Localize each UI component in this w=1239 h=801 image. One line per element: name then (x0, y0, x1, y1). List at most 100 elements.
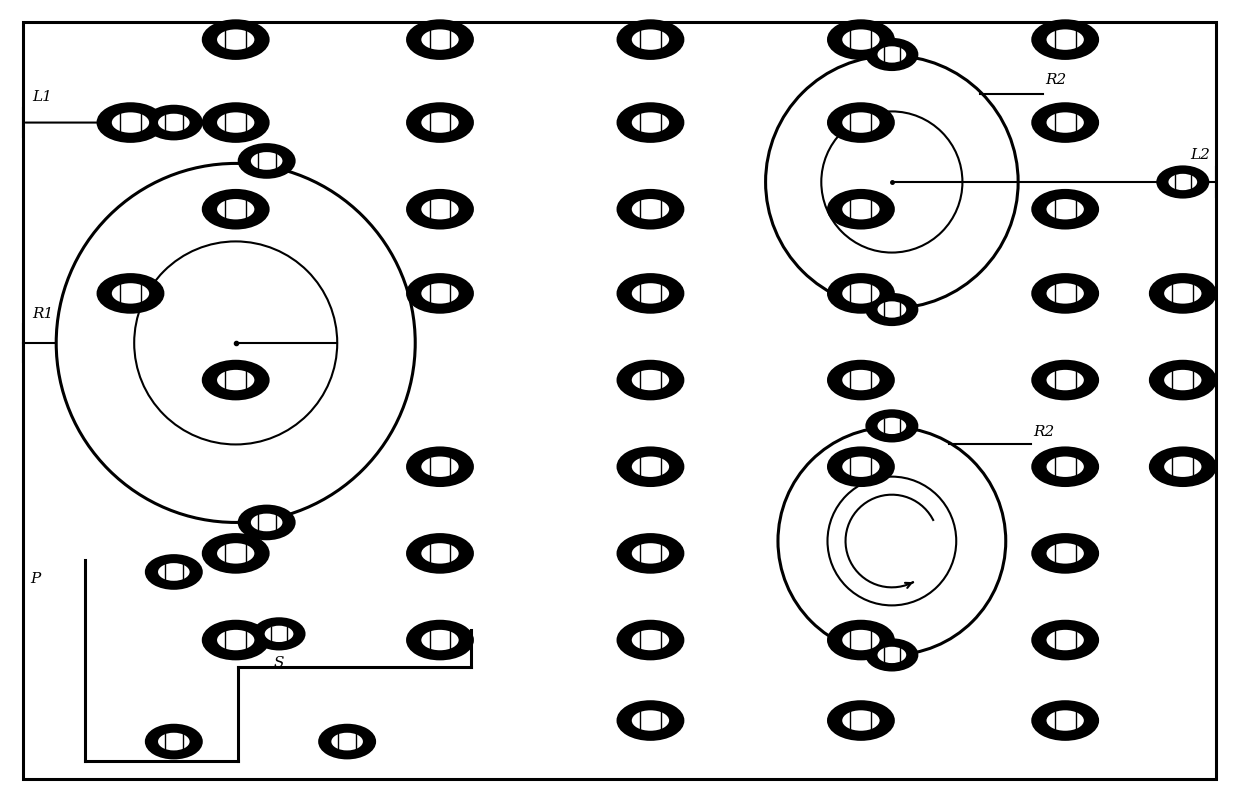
Ellipse shape (632, 112, 669, 133)
Ellipse shape (1047, 284, 1084, 304)
Ellipse shape (867, 39, 917, 70)
Ellipse shape (98, 275, 162, 312)
Ellipse shape (98, 104, 162, 141)
Ellipse shape (829, 104, 893, 141)
Ellipse shape (867, 295, 917, 324)
Ellipse shape (159, 114, 190, 131)
Ellipse shape (421, 30, 458, 50)
Ellipse shape (1165, 457, 1202, 477)
Ellipse shape (217, 370, 254, 390)
Ellipse shape (331, 733, 363, 751)
Text: R2: R2 (1046, 74, 1067, 87)
Ellipse shape (254, 619, 304, 649)
Ellipse shape (1165, 370, 1202, 390)
Ellipse shape (1151, 361, 1215, 399)
Ellipse shape (408, 535, 472, 572)
Ellipse shape (159, 563, 190, 581)
Ellipse shape (843, 112, 880, 133)
Ellipse shape (1047, 457, 1084, 477)
Ellipse shape (408, 449, 472, 485)
Ellipse shape (146, 726, 201, 758)
Circle shape (821, 111, 963, 252)
Text: P: P (30, 572, 41, 586)
Ellipse shape (843, 457, 880, 477)
Ellipse shape (1151, 449, 1215, 485)
Ellipse shape (421, 457, 458, 477)
Ellipse shape (1033, 361, 1098, 399)
Ellipse shape (408, 275, 472, 312)
Ellipse shape (1047, 543, 1084, 564)
Ellipse shape (877, 646, 906, 663)
Ellipse shape (632, 543, 669, 564)
Ellipse shape (877, 46, 906, 62)
Ellipse shape (618, 275, 683, 312)
Ellipse shape (203, 191, 268, 227)
Ellipse shape (829, 275, 893, 312)
Ellipse shape (1047, 199, 1084, 219)
Ellipse shape (421, 543, 458, 564)
Ellipse shape (203, 104, 268, 141)
Ellipse shape (632, 630, 669, 650)
Ellipse shape (618, 622, 683, 658)
Ellipse shape (408, 21, 472, 58)
Ellipse shape (203, 21, 268, 58)
Ellipse shape (1047, 370, 1084, 390)
Text: L2: L2 (1191, 148, 1211, 162)
Ellipse shape (829, 191, 893, 227)
Ellipse shape (1047, 112, 1084, 133)
Ellipse shape (829, 702, 893, 739)
Ellipse shape (217, 30, 254, 50)
Ellipse shape (112, 112, 149, 133)
Ellipse shape (843, 30, 880, 50)
Ellipse shape (843, 199, 880, 219)
Ellipse shape (1047, 630, 1084, 650)
Ellipse shape (239, 506, 294, 538)
Ellipse shape (408, 104, 472, 141)
Ellipse shape (408, 622, 472, 658)
Ellipse shape (217, 630, 254, 650)
Ellipse shape (203, 535, 268, 572)
Ellipse shape (408, 191, 472, 227)
Ellipse shape (829, 21, 893, 58)
Ellipse shape (843, 710, 880, 731)
Ellipse shape (843, 370, 880, 390)
Ellipse shape (632, 457, 669, 477)
Ellipse shape (217, 199, 254, 219)
Ellipse shape (421, 284, 458, 304)
Ellipse shape (1168, 174, 1197, 190)
Ellipse shape (250, 513, 282, 531)
Ellipse shape (843, 630, 880, 650)
Circle shape (778, 427, 1006, 655)
Ellipse shape (1033, 104, 1098, 141)
Text: R1: R1 (32, 307, 55, 320)
Ellipse shape (829, 622, 893, 658)
Ellipse shape (239, 145, 294, 177)
Ellipse shape (829, 449, 893, 485)
Ellipse shape (867, 411, 917, 441)
Circle shape (828, 477, 957, 606)
Ellipse shape (632, 199, 669, 219)
Ellipse shape (1033, 702, 1098, 739)
Ellipse shape (618, 361, 683, 399)
Ellipse shape (877, 417, 906, 434)
Ellipse shape (1047, 30, 1084, 50)
Ellipse shape (843, 284, 880, 304)
Text: L1: L1 (32, 90, 52, 104)
Ellipse shape (1033, 21, 1098, 58)
Ellipse shape (618, 21, 683, 58)
Ellipse shape (632, 30, 669, 50)
Circle shape (766, 56, 1018, 308)
Ellipse shape (146, 556, 201, 588)
Ellipse shape (877, 301, 906, 318)
Ellipse shape (421, 112, 458, 133)
Ellipse shape (1165, 284, 1202, 304)
Ellipse shape (632, 710, 669, 731)
Ellipse shape (632, 370, 669, 390)
Ellipse shape (112, 284, 149, 304)
Ellipse shape (250, 152, 282, 170)
Ellipse shape (1033, 622, 1098, 658)
Ellipse shape (159, 733, 190, 751)
Ellipse shape (421, 199, 458, 219)
Ellipse shape (618, 191, 683, 227)
Circle shape (56, 163, 415, 522)
